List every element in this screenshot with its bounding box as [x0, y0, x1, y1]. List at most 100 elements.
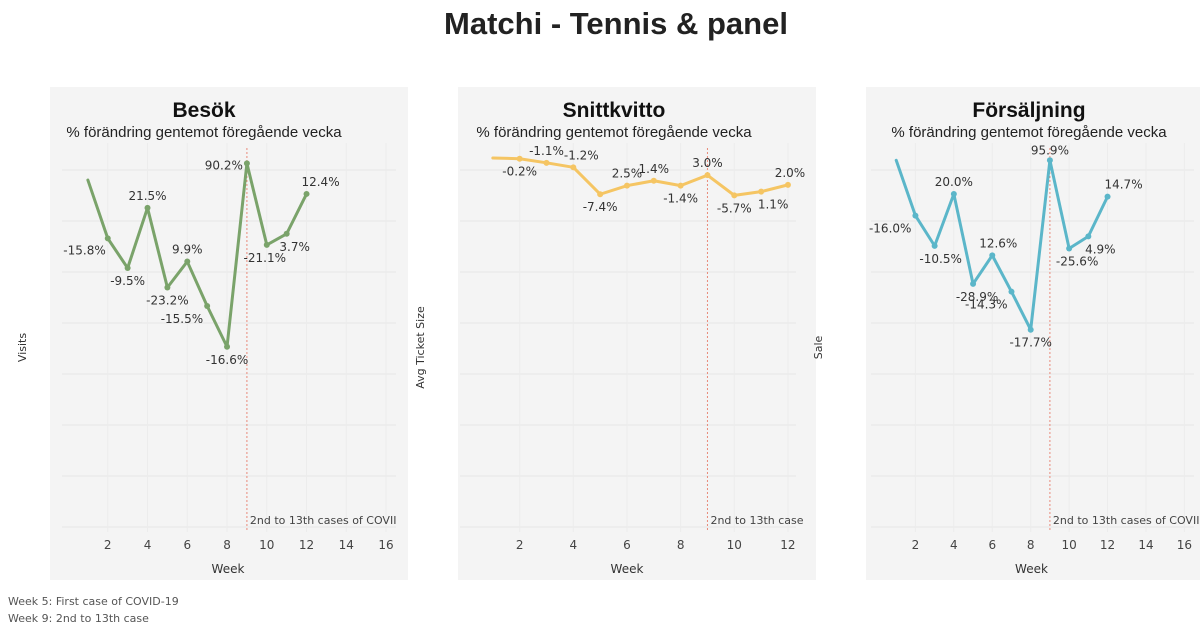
x-tick-label: 2	[104, 538, 112, 552]
data-label: -14.3%	[965, 298, 1007, 312]
data-label: 3.7%	[279, 240, 310, 254]
data-label: -21.1%	[244, 251, 286, 265]
series-line	[894, 158, 1110, 332]
x-tick-label: 10	[1061, 538, 1076, 552]
data-label: -17.7%	[1009, 336, 1051, 350]
data-point	[912, 212, 919, 219]
y-axis-label: Avg Ticket Size	[414, 306, 427, 389]
data-point	[184, 258, 191, 265]
footnote-week9: Week 9: 2nd to 13th case	[8, 612, 149, 625]
data-point	[1046, 157, 1053, 164]
x-axis-label: Week	[611, 562, 644, 576]
data-point	[1104, 193, 1111, 200]
data-point	[543, 159, 550, 166]
x-tick-label: 8	[1027, 538, 1035, 552]
data-label: -28.9%	[956, 290, 998, 304]
data-label: 21.5%	[128, 189, 166, 203]
data-point	[704, 172, 711, 179]
data-label: -16.6%	[206, 353, 248, 367]
reference-line-label: 2nd to 13th cases of COVII	[250, 514, 397, 527]
data-label: 2.0%	[775, 166, 806, 180]
data-point	[303, 190, 310, 197]
chart-title: Besök	[172, 99, 235, 122]
data-label: -1.1%	[529, 144, 564, 158]
data-point	[144, 204, 151, 211]
data-point	[164, 284, 171, 291]
data-point	[104, 235, 111, 242]
data-label: -1.4%	[663, 192, 698, 206]
x-tick-label: 10	[259, 538, 274, 552]
data-label: 12.4%	[301, 175, 339, 189]
data-point	[1008, 288, 1015, 295]
reference-line-label: 2nd to 13th cases of COVII	[1053, 514, 1200, 527]
data-label: -25.6%	[1056, 254, 1098, 268]
data-point	[623, 182, 630, 189]
series-line	[86, 161, 309, 349]
x-tick-label: 16	[1177, 538, 1192, 552]
reference-line-label: 2nd to 13th case	[710, 514, 803, 527]
x-axis-label: Week	[212, 562, 245, 576]
x-tick-label: 4	[144, 538, 152, 552]
page-title: Matchi - Tennis & panel	[444, 6, 788, 41]
data-label: -5.7%	[717, 201, 752, 215]
y-axis-label: Sale	[812, 335, 825, 359]
data-point	[263, 241, 270, 248]
data-point	[204, 303, 211, 310]
data-label: 95.9%	[1031, 143, 1069, 157]
x-tick-label: 14	[339, 538, 354, 552]
data-label: 1.1%	[758, 198, 789, 212]
data-point	[1066, 245, 1073, 252]
data-label: -15.5%	[161, 312, 203, 326]
data-point	[784, 181, 791, 188]
data-point	[1085, 233, 1092, 240]
data-label: 20.0%	[935, 175, 973, 189]
data-point	[758, 188, 765, 195]
data-point	[516, 155, 523, 162]
x-tick-label: 2	[912, 538, 920, 552]
chart-subtitle: % förändring gentemot föregående vecka	[891, 124, 1167, 141]
x-tick-label: 6	[183, 538, 191, 552]
data-label: -9.5%	[110, 274, 145, 288]
data-label: 2.5%	[612, 167, 643, 181]
data-point	[950, 191, 957, 198]
data-label: -7.4%	[583, 200, 618, 214]
data-label: 9.9%	[172, 243, 203, 257]
data-point	[224, 343, 231, 350]
x-tick-label: 16	[378, 538, 393, 552]
x-tick-label: 8	[677, 538, 685, 552]
chart-panel-bg-2	[458, 87, 816, 580]
data-label: -16.0%	[869, 222, 911, 236]
data-point	[650, 177, 657, 184]
data-point	[283, 230, 290, 237]
data-point	[1027, 326, 1034, 333]
data-point	[989, 252, 996, 259]
data-point	[931, 242, 938, 249]
x-tick-label: 12	[780, 538, 795, 552]
data-point	[570, 164, 577, 171]
data-label: 14.7%	[1104, 178, 1142, 192]
chart-title: Försäljning	[972, 99, 1085, 122]
data-label: 12.6%	[979, 236, 1017, 250]
y-axis-label: Visits	[16, 333, 29, 362]
x-tick-label: 10	[727, 538, 742, 552]
x-tick-label: 4	[569, 538, 577, 552]
data-label: 1.4%	[639, 162, 670, 176]
chart-subtitle: % förändring gentemot föregående vecka	[476, 124, 752, 141]
data-label: -10.5%	[919, 252, 961, 266]
data-label: 3.0%	[692, 156, 723, 170]
x-tick-label: 12	[1100, 538, 1115, 552]
x-tick-label: 2	[516, 538, 524, 552]
series-line	[491, 156, 790, 197]
data-point	[677, 182, 684, 189]
data-point	[124, 265, 131, 272]
data-label: -15.8%	[63, 243, 105, 257]
data-point	[597, 191, 604, 198]
chart-panel-bg-3	[866, 87, 1200, 580]
chart-title: Snittkvitto	[563, 99, 666, 122]
footnote-week5: Week 5: First case of COVID-19	[8, 595, 179, 608]
x-tick-label: 8	[223, 538, 231, 552]
x-tick-label: 6	[623, 538, 631, 552]
x-tick-label: 6	[988, 538, 996, 552]
x-tick-label: 14	[1138, 538, 1153, 552]
